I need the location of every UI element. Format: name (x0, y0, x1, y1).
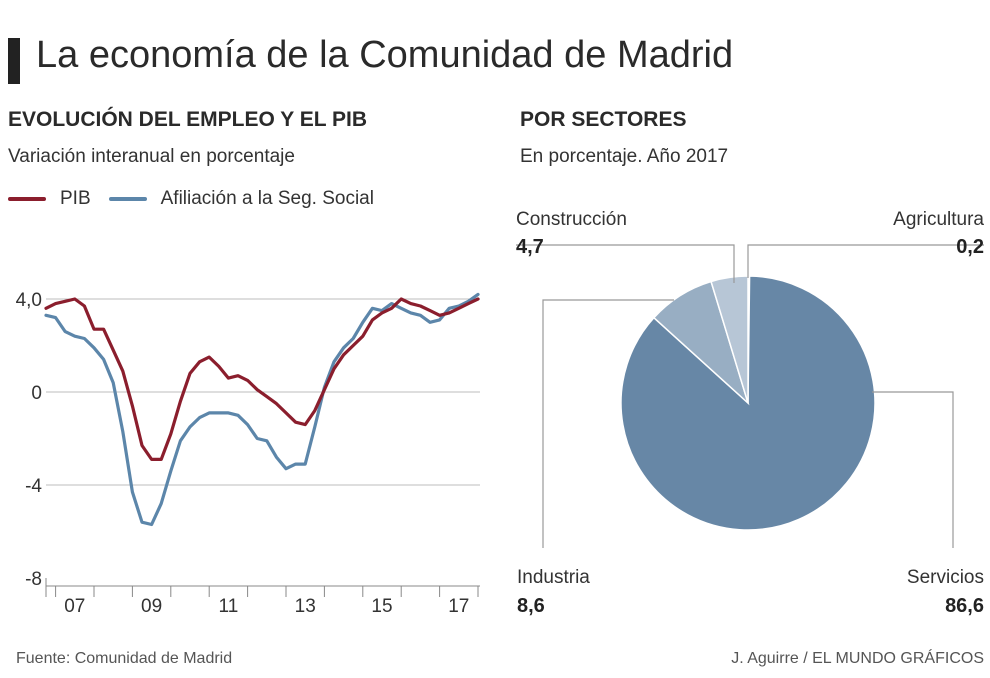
pie-label-agricultura: Agricultura (893, 209, 984, 230)
title-accent-bar (8, 38, 20, 84)
line-chart-legend: PIB Afiliación a la Seg. Social (8, 188, 392, 210)
leader-line-construccion (516, 244, 735, 283)
legend-label-afiliacion: Afiliación a la Seg. Social (160, 188, 374, 209)
y-tick-label: 4,0 (16, 290, 42, 311)
legend-swatch-afiliacion (108, 197, 147, 201)
x-tick-label: 11 (219, 596, 239, 617)
leader-line-servicios (872, 391, 954, 548)
pie-chart-subtitle: En porcentaje. Año 2017 (520, 146, 729, 167)
x-tick-label: 09 (141, 596, 162, 617)
x-tick-label: 17 (448, 596, 469, 617)
pie-label-construccion: Construcción (516, 209, 627, 230)
pie-label-industria: Industria (517, 567, 590, 588)
credit-note: J. Aguirre / EL MUNDO GRÁFICOS (731, 650, 984, 667)
x-tick-label: 07 (64, 596, 85, 617)
legend-item-afiliacion: Afiliación a la Seg. Social (108, 188, 374, 210)
legend-swatch-pib (8, 197, 46, 201)
pie-value-agricultura: 0,2 (956, 236, 984, 258)
page-title: La economía de la Comunidad de Madrid (36, 34, 734, 76)
pie-value-industria: 8,6 (517, 595, 545, 617)
line-chart-subtitle: Variación interanual en porcentaje (8, 146, 295, 167)
y-tick-label: -8 (25, 569, 42, 590)
leader-line-agricultura (747, 244, 984, 278)
line-chart-heading: EVOLUCIÓN DEL EMPLEO Y EL PIB (8, 108, 368, 131)
pie-value-servicios: 86,6 (945, 595, 984, 617)
pie-chart-heading: POR SECTORES (520, 108, 687, 131)
series-line-pib (44, 297, 480, 461)
pie-value-construccion: 4,7 (516, 236, 544, 258)
leader-line-industria (542, 299, 674, 548)
legend-item-pib: PIB (8, 188, 91, 210)
source-note: Fuente: Comunidad de Madrid (16, 650, 233, 667)
series-line-afiliacion (44, 292, 480, 527)
y-tick-label: 0 (31, 383, 42, 404)
y-tick-label: -4 (25, 476, 42, 497)
x-tick-label: 13 (295, 596, 316, 617)
x-tick-label: 15 (371, 596, 392, 617)
legend-label-pib: PIB (60, 188, 91, 209)
pie-slice-servicios (620, 275, 876, 531)
pie-label-servicios: Servicios (907, 567, 984, 588)
